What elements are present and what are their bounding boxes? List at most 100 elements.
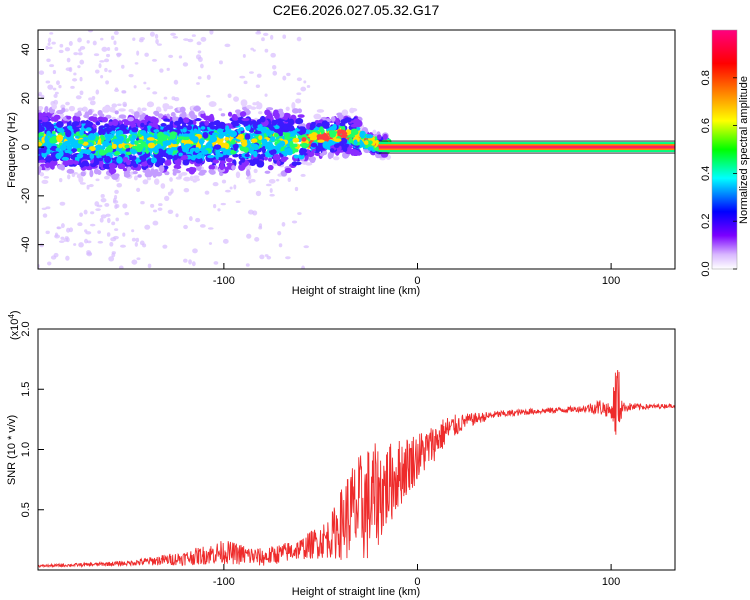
spectrogram-cell — [96, 145, 102, 151]
spectrogram-cell — [154, 33, 159, 39]
spectrogram-cell — [45, 155, 52, 163]
spectrogram-cell — [133, 85, 137, 89]
spectrogram-cell — [105, 213, 111, 217]
spectrogram-cell — [111, 143, 117, 149]
spectrogram-cell — [289, 140, 294, 148]
spectrogram-heatmap — [38, 30, 675, 269]
spectrogram-cell — [266, 255, 272, 260]
spectrogram-cell — [168, 139, 175, 143]
spectrogram-cell — [49, 161, 54, 169]
spectrogram-cell — [170, 112, 176, 117]
spectrogram-cell — [347, 129, 352, 135]
spectrogram-cell — [67, 174, 71, 180]
spectrogram-cell — [199, 169, 206, 176]
spectrogram-cell — [212, 182, 219, 187]
spectrogram-cell — [233, 96, 240, 102]
spectrogram-cell — [309, 126, 314, 131]
spectrogram-cell — [298, 130, 306, 136]
spectrogram-cell — [50, 255, 57, 260]
spectrogram-cell — [49, 64, 55, 68]
spectrogram-cell — [131, 237, 137, 242]
spectrogram-cell — [271, 64, 277, 70]
spectrogram-cell — [175, 159, 182, 167]
spectrogram-cell — [113, 40, 117, 45]
spectrogram-cell — [350, 123, 359, 128]
spectrogram-cell — [264, 170, 271, 174]
spectrogram-cell — [283, 132, 291, 137]
spectrogram-cell — [339, 122, 346, 127]
spectrogram-cell — [204, 120, 210, 126]
spectrogram-cell — [158, 157, 166, 164]
spectrogram-cell — [202, 131, 209, 139]
spectrogram-cell — [206, 74, 211, 80]
spectrogram-cell — [58, 84, 62, 89]
spectrogram-cell — [181, 154, 189, 160]
spectrogram-cell — [77, 139, 85, 145]
spectrogram-cell — [191, 167, 197, 173]
spectrogram-cell — [180, 171, 188, 176]
spectrogram-cell — [54, 91, 59, 95]
spectrogram-cell — [200, 110, 205, 115]
y-tick-label: 40 — [20, 43, 32, 55]
spectrogram-cell — [51, 131, 56, 135]
spectrogram-cell — [56, 226, 62, 230]
spectrogram-y-ticks: -40 -20 0 20 40 — [20, 43, 44, 253]
spectrogram-cell — [78, 152, 83, 159]
spectrogram-cell — [44, 135, 49, 144]
spectrogram-cell — [81, 160, 89, 167]
spectrogram-cell — [173, 154, 178, 161]
spectrogram-cell — [175, 176, 182, 180]
spectrogram-cell — [200, 63, 204, 69]
spectrogram-cell — [115, 217, 119, 222]
spectrogram-cell — [60, 236, 65, 240]
spectrogram-cell — [55, 147, 61, 152]
spectrogram-cell — [333, 143, 340, 149]
spectrogram-cell — [220, 113, 226, 117]
spectrogram-cell — [157, 207, 163, 211]
spectrogram-cell — [344, 143, 349, 148]
spectrogram-cell — [76, 173, 82, 179]
spectrogram-cell — [192, 136, 199, 144]
chart-title: C2E6.2026.027.05.32.G17 — [272, 2, 440, 18]
spectrogram-cell — [118, 143, 123, 149]
spectrogram-cell — [131, 229, 135, 233]
spectrogram-cell — [116, 53, 121, 58]
spectrogram-cell — [165, 149, 174, 155]
spectrogram-cell — [363, 140, 369, 145]
snr-x-ticks: -100 0 100 — [213, 564, 620, 588]
spectrogram-cell — [110, 35, 115, 41]
spectrogram-cell — [178, 55, 183, 59]
spectrogram-cell — [281, 222, 286, 227]
spectrogram-cell — [56, 80, 60, 86]
spectrogram-cell — [262, 139, 268, 145]
spectrogram-cell — [52, 87, 57, 91]
spectrogram-cell — [252, 102, 257, 106]
spectrogram-cell — [144, 52, 149, 57]
spectrogram-cell — [219, 147, 227, 152]
spectrogram-cell — [111, 103, 118, 108]
spectrogram-cell — [146, 101, 155, 108]
spectrogram-panel: -100 0 100 -40 -20 0 20 40 Height of straight … — [6, 29, 676, 297]
spectrogram-cell — [131, 259, 138, 265]
spectrogram-cell — [47, 261, 52, 266]
spectrogram-cell — [365, 134, 374, 139]
spectrogram-cell — [162, 244, 168, 249]
spectrogram-cell — [114, 88, 120, 93]
spectrogram-cell — [368, 140, 373, 145]
spectrogram-cell — [111, 221, 116, 226]
spectrogram-cell — [241, 117, 250, 122]
spectrogram-cell — [329, 130, 337, 138]
spectrogram-cell — [59, 201, 66, 206]
spectrogram-cell — [87, 30, 94, 33]
spectrogram-cell — [83, 114, 90, 119]
spectrogram-cell — [308, 134, 317, 139]
spectrogram-cell — [38, 141, 43, 147]
spectrogram-cell — [38, 91, 43, 97]
spectrogram-cell — [125, 138, 130, 143]
spectrogram-cell — [359, 130, 366, 137]
spectrogram-cell — [303, 80, 307, 84]
spectrogram-cell — [208, 164, 216, 170]
spectrogram-cell — [163, 96, 168, 100]
spectrogram-cell — [247, 209, 254, 215]
spectrogram-cell — [136, 187, 141, 192]
